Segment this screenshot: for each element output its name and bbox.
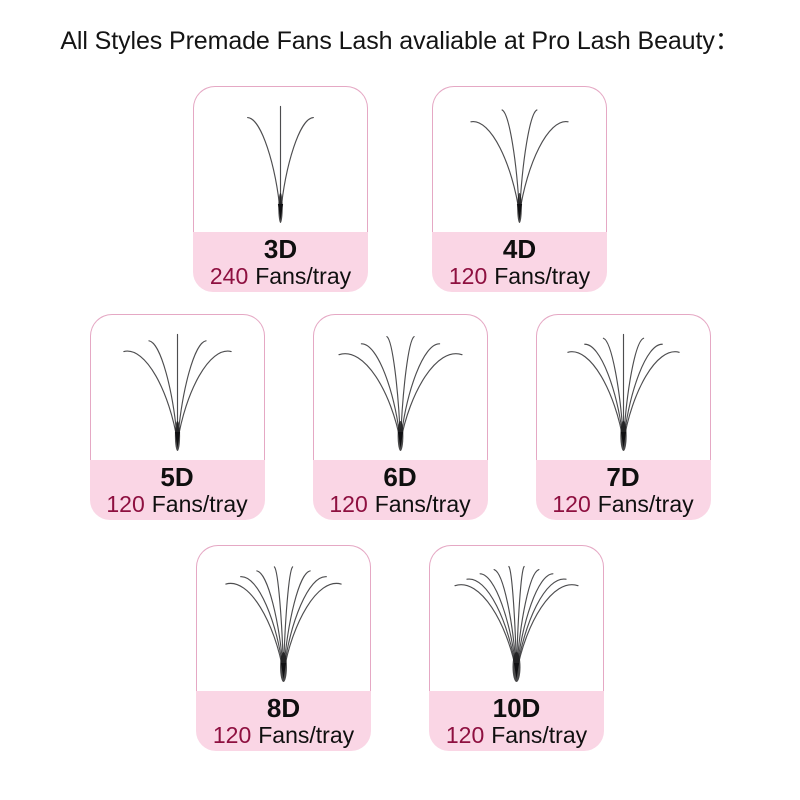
card-unit-label: Fans/tray bbox=[258, 722, 355, 748]
card-fan-count: 120 bbox=[329, 491, 368, 517]
card-style-label: 4D bbox=[502, 234, 537, 264]
card-image-area bbox=[312, 314, 488, 461]
card-fan-count: 120 bbox=[552, 491, 591, 517]
card-style-label: 6D bbox=[383, 462, 417, 492]
card-unit-label: Fans/tray bbox=[494, 263, 591, 289]
card-unit-label: Fans/tray bbox=[374, 491, 471, 517]
card-image-area bbox=[535, 314, 711, 461]
card-label-band: 8D 120 Fans/tray bbox=[196, 691, 371, 751]
card-fan-count: 120 bbox=[212, 722, 252, 748]
card-quantity-line: 120 Fans/tray bbox=[313, 491, 488, 521]
card-label-band: 5D 120 Fans/tray bbox=[89, 460, 265, 521]
card-image-area bbox=[196, 545, 371, 692]
lash-style-card-5d[interactable]: 5D 120 Fans/tray bbox=[89, 314, 265, 520]
lash-style-card-4d[interactable]: 4D 120 Fans/tray bbox=[432, 86, 607, 292]
card-row-3: 8D 120 Fans/tray 10D 120 Fans/tray bbox=[0, 545, 800, 751]
card-row-1: 3D 240 Fans/tray 4D 120 Fans/tray bbox=[0, 86, 800, 292]
card-label-band: 4D 120 Fans/tray bbox=[432, 232, 607, 292]
card-row-2: 5D 120 Fans/tray 6D 120 Fans/tray 7D 120 Fans/tr… bbox=[0, 314, 800, 520]
card-fan-count: 120 bbox=[445, 722, 485, 748]
card-label-band: 7D 120 Fans/tray bbox=[535, 460, 711, 521]
card-style-label: 7D bbox=[606, 462, 640, 492]
card-unit-label: Fans/tray bbox=[491, 722, 588, 748]
card-quantity-line: 120 Fans/tray bbox=[196, 722, 371, 752]
card-fan-count: 240 bbox=[209, 263, 249, 289]
card-unit-label: Fans/tray bbox=[151, 491, 248, 517]
lash-style-card-10d[interactable]: 10D 120 Fans/tray bbox=[429, 545, 604, 751]
card-unit-label: Fans/tray bbox=[597, 491, 694, 517]
card-style-label: 8D bbox=[266, 693, 301, 723]
card-style-label: 5D bbox=[160, 462, 194, 492]
card-image-area bbox=[429, 545, 604, 692]
card-style-label: 10D bbox=[492, 693, 541, 723]
page-title: All Styles Premade Fans Lash avaliable a… bbox=[60, 27, 740, 55]
card-quantity-line: 120 Fans/tray bbox=[429, 722, 604, 752]
lash-style-card-7d[interactable]: 7D 120 Fans/tray bbox=[535, 314, 711, 520]
card-style-label: 3D bbox=[263, 234, 298, 264]
lash-style-card-8d[interactable]: 8D 120 Fans/tray bbox=[196, 545, 371, 751]
lash-style-card-3d[interactable]: 3D 240 Fans/tray bbox=[193, 86, 368, 292]
card-quantity-line: 240 Fans/tray bbox=[193, 263, 368, 293]
card-quantity-line: 120 Fans/tray bbox=[432, 263, 607, 293]
card-fan-count: 120 bbox=[448, 263, 488, 289]
card-image-area bbox=[432, 86, 607, 233]
lash-style-card-6d[interactable]: 6D 120 Fans/tray bbox=[312, 314, 488, 520]
card-unit-label: Fans/tray bbox=[255, 263, 352, 289]
card-label-band: 10D 120 Fans/tray bbox=[429, 691, 604, 751]
card-label-band: 3D 240 Fans/tray bbox=[193, 232, 368, 292]
card-quantity-line: 120 Fans/tray bbox=[536, 491, 711, 521]
card-image-area bbox=[193, 86, 368, 233]
card-quantity-line: 120 Fans/tray bbox=[90, 491, 265, 521]
card-label-band: 6D 120 Fans/tray bbox=[312, 460, 488, 521]
card-image-area bbox=[89, 314, 265, 461]
card-fan-count: 120 bbox=[106, 491, 145, 517]
